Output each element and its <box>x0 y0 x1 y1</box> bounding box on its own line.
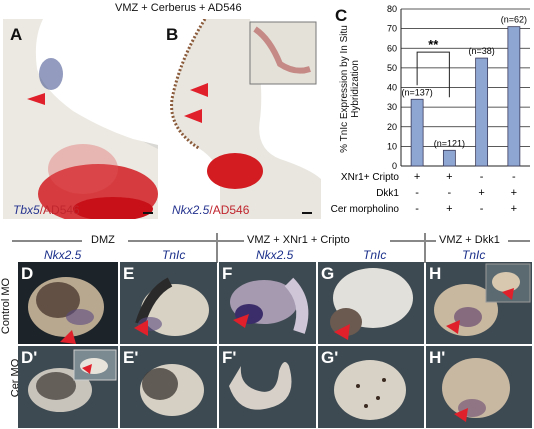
panel-d-prime: D' <box>18 346 118 428</box>
group-xnr1-cripto: VMZ + XNr1 + Cripto <box>247 234 350 246</box>
panel-a-gene: Tbx5 <box>13 203 40 217</box>
bar-chart: 0 10 20 30 40 50 60 70 80 (n=137) (n=121) (n=38) (n… <box>331 4 530 215</box>
panel-f-prime-label: F' <box>222 348 237 367</box>
arrowhead-icon <box>454 408 468 422</box>
figure-title: VMZ + Cerberus + AD546 <box>115 2 242 14</box>
bar <box>442 149 456 167</box>
panel-b-marker: AD546 <box>212 203 250 217</box>
panel-h-prime: H' <box>426 346 532 428</box>
bar <box>475 57 489 167</box>
panel-d-prime-label: D' <box>21 348 38 367</box>
panel-h-label: H <box>429 264 442 283</box>
y-tick-label: 80 <box>387 4 397 14</box>
panel-b-label: B <box>166 25 179 44</box>
bar-count-label: (n=121) <box>434 138 465 148</box>
y-tick-label: 70 <box>387 24 397 34</box>
arrowhead-icon <box>82 364 92 374</box>
y-tick-label: 50 <box>387 63 397 73</box>
arrowhead-icon <box>446 320 460 334</box>
condition-mark: + <box>446 203 452 215</box>
panel-a: A Tbx5/AD546 <box>3 19 158 219</box>
panel-g-prime-label: G' <box>321 348 339 367</box>
y-tick-label: 20 <box>387 122 397 132</box>
arrowhead-icon <box>334 324 350 340</box>
condition-mark: - <box>415 203 419 215</box>
gene-label-f: Nkx2.5 <box>256 248 294 262</box>
condition-row-label: Dkk1 <box>376 188 399 199</box>
condition-mark: - <box>480 171 484 183</box>
condition-mark: + <box>414 171 420 183</box>
significance-label: ** <box>428 37 439 52</box>
panel-e: E <box>120 262 217 344</box>
arrowhead-icon <box>190 83 208 97</box>
panel-e-prime: E' <box>120 346 217 428</box>
panel-c: C 0 10 20 30 40 50 60 70 80 (n=137) (n=121) (n=38)… <box>325 0 534 232</box>
group-dmz: DMZ <box>91 234 115 246</box>
condition-row-label: XNr1+ Cripto <box>341 172 400 183</box>
gene-label-g: TnIc <box>363 248 387 262</box>
panel-b: B Nkx2.5/AD546 <box>160 19 321 219</box>
gene-label-d: Nkx2.5 <box>44 248 82 262</box>
arrowhead-icon <box>184 109 202 123</box>
panel-g-prime: G' <box>318 346 424 428</box>
bar-count-label: (n=62) <box>501 15 527 25</box>
condition-row-label: Cer morpholino <box>331 204 400 215</box>
y-tick-label: 40 <box>387 83 397 93</box>
panel-e-label: E <box>123 264 135 283</box>
y-tick-label: 10 <box>387 141 397 151</box>
panel-g: G <box>318 262 424 344</box>
panel-f-label: F <box>222 264 233 283</box>
y-axis-title: % TnIc Expression by In Situ Hybridizati… <box>339 25 361 153</box>
y-tick-label: 60 <box>387 43 397 53</box>
panel-b-legend: Nkx2.5/AD546 <box>172 201 249 219</box>
arrowhead-icon <box>60 330 76 344</box>
arrowhead-icon <box>134 320 148 336</box>
panel-d-label: D <box>21 264 34 283</box>
arrowhead-icon <box>502 288 514 300</box>
panel-a-label: A <box>10 25 23 44</box>
condition-mark: - <box>480 203 484 215</box>
panel-g-label: G <box>321 264 335 283</box>
arrowhead-icon <box>27 93 45 105</box>
panel-b-sep: / <box>209 203 213 217</box>
condition-mark: - <box>512 171 516 183</box>
bar <box>410 98 424 167</box>
bottom-headers: DMZ VMZ + XNr1 + Cripto VMZ + Dkk1 Nkx2.… <box>0 233 534 265</box>
panel-h: H <box>426 262 532 344</box>
condition-mark: + <box>478 187 484 199</box>
bar-count-label: (n=137) <box>401 87 432 97</box>
gene-label-h: TnIc <box>462 248 486 262</box>
bar-count-label: (n=38) <box>468 46 494 56</box>
gene-label-e: TnIc <box>162 248 186 262</box>
condition-mark: + <box>511 203 517 215</box>
panel-h-prime-label: H' <box>429 348 446 367</box>
row-label-control-mo: Control MO <box>0 277 13 335</box>
condition-mark: - <box>415 187 419 199</box>
y-tick-label: 0 <box>392 161 397 171</box>
panel-b-gene: Nkx2.5 <box>172 203 210 217</box>
panel-a-sep: / <box>39 203 44 217</box>
significance-bracket <box>416 51 450 98</box>
panel-a-legend: Tbx5/AD546 <box>13 201 80 219</box>
panel-a-marker: AD546 <box>43 203 80 217</box>
bar <box>507 26 521 167</box>
group-dkk1: VMZ + Dkk1 <box>439 234 500 246</box>
arrowhead-icon <box>233 314 249 328</box>
condition-mark: + <box>446 171 452 183</box>
panel-f: F <box>219 262 316 344</box>
condition-mark: - <box>448 187 452 199</box>
panel-f-prime: F' <box>219 346 316 428</box>
panel-d: D <box>18 262 118 344</box>
panel-e-prime-label: E' <box>123 348 139 367</box>
panel-c-label: C <box>335 6 348 25</box>
y-tick-label: 30 <box>387 102 397 112</box>
condition-mark: + <box>511 187 517 199</box>
